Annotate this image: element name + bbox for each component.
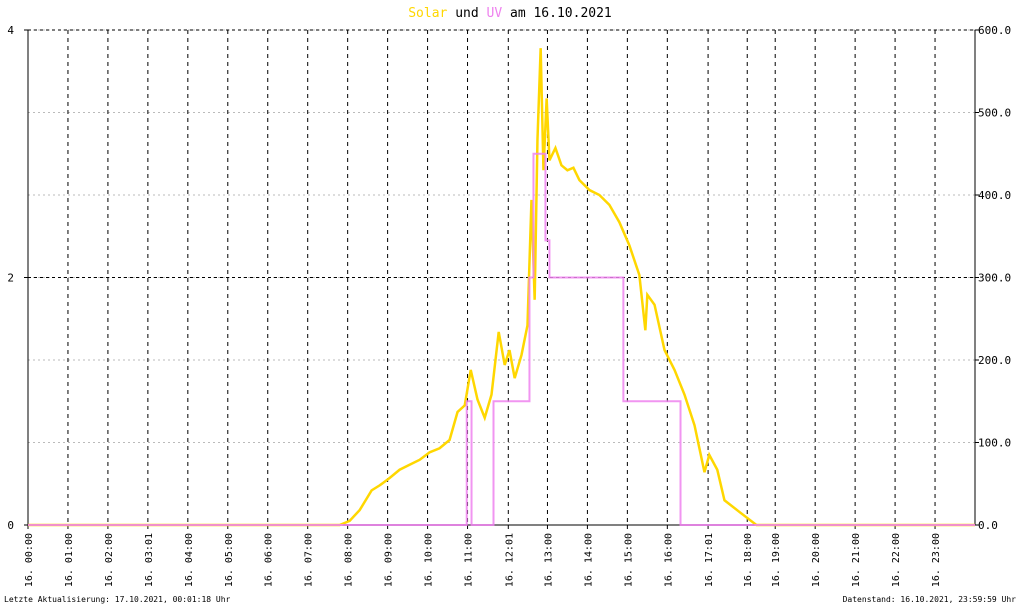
y2-tick-label: 600.0: [978, 24, 1011, 37]
x-tick-label: 16. 04:00: [184, 533, 195, 587]
footer-right: Datenstand: 16.10.2021, 23:59:59 Uhr: [843, 595, 1017, 604]
title-part: und: [455, 6, 478, 21]
x-tick-label: 16. 09:00: [384, 533, 395, 587]
x-tick-label: 16. 18:00: [743, 533, 754, 587]
chart-title: Solar und UV am 16.10.2021: [408, 6, 612, 21]
y2-tick-label: 200.0: [978, 354, 1011, 367]
y-tick-label: 0: [7, 519, 14, 532]
y-tick-label: 2: [7, 272, 14, 285]
title-part: UV: [487, 6, 503, 21]
x-tick-label: 16. 14:00: [583, 533, 594, 587]
x-tick-label: 16. 17:01: [704, 533, 715, 587]
x-tick-label: 16. 01:00: [64, 533, 75, 587]
x-tick-label: 16. 08:00: [344, 533, 355, 587]
series-line: [28, 152, 975, 526]
x-tick-label: 16. 20:00: [811, 533, 822, 587]
x-tick-label: 16. 11:00: [464, 533, 475, 587]
x-tick-label: 16. 03:01: [144, 533, 155, 587]
y2-tick-label: 500.0: [978, 107, 1011, 120]
title-part: am 16.10.2021: [510, 6, 612, 21]
x-tick-label: 16. 02:00: [104, 533, 115, 587]
footer-left: Letzte Aktualisierung: 17.10.2021, 00:01…: [4, 595, 231, 604]
x-tick-label: 16. 05:00: [224, 533, 235, 587]
x-tick-label: 16. 15:00: [623, 533, 634, 587]
x-tick-label: 16. 13:00: [543, 533, 554, 587]
y2-tick-label: 400.0: [978, 189, 1011, 202]
x-tick-label: 16. 12:01: [504, 533, 515, 587]
y2-tick-label: 300.0: [978, 272, 1011, 285]
x-tick-label: 16. 23:00: [931, 533, 942, 587]
x-tick-label: 16. 19:00: [771, 533, 782, 587]
x-tick-label: 16. 00:00: [24, 533, 35, 587]
x-tick-label: 16. 07:00: [304, 533, 315, 587]
series-line: [28, 48, 975, 527]
y2-tick-label: 100.0: [978, 437, 1011, 450]
x-tick-label: 16. 16:00: [663, 533, 674, 587]
x-tick-label: 16. 06:00: [264, 533, 275, 587]
y-tick-label: 4: [7, 24, 14, 37]
x-tick-label: 16. 10:00: [424, 533, 435, 587]
x-tick-label: 16. 22:00: [891, 533, 902, 587]
y2-tick-label: 0.0: [978, 519, 998, 532]
title-part: Solar: [408, 6, 447, 21]
x-tick-label: 16. 21:00: [851, 533, 862, 587]
